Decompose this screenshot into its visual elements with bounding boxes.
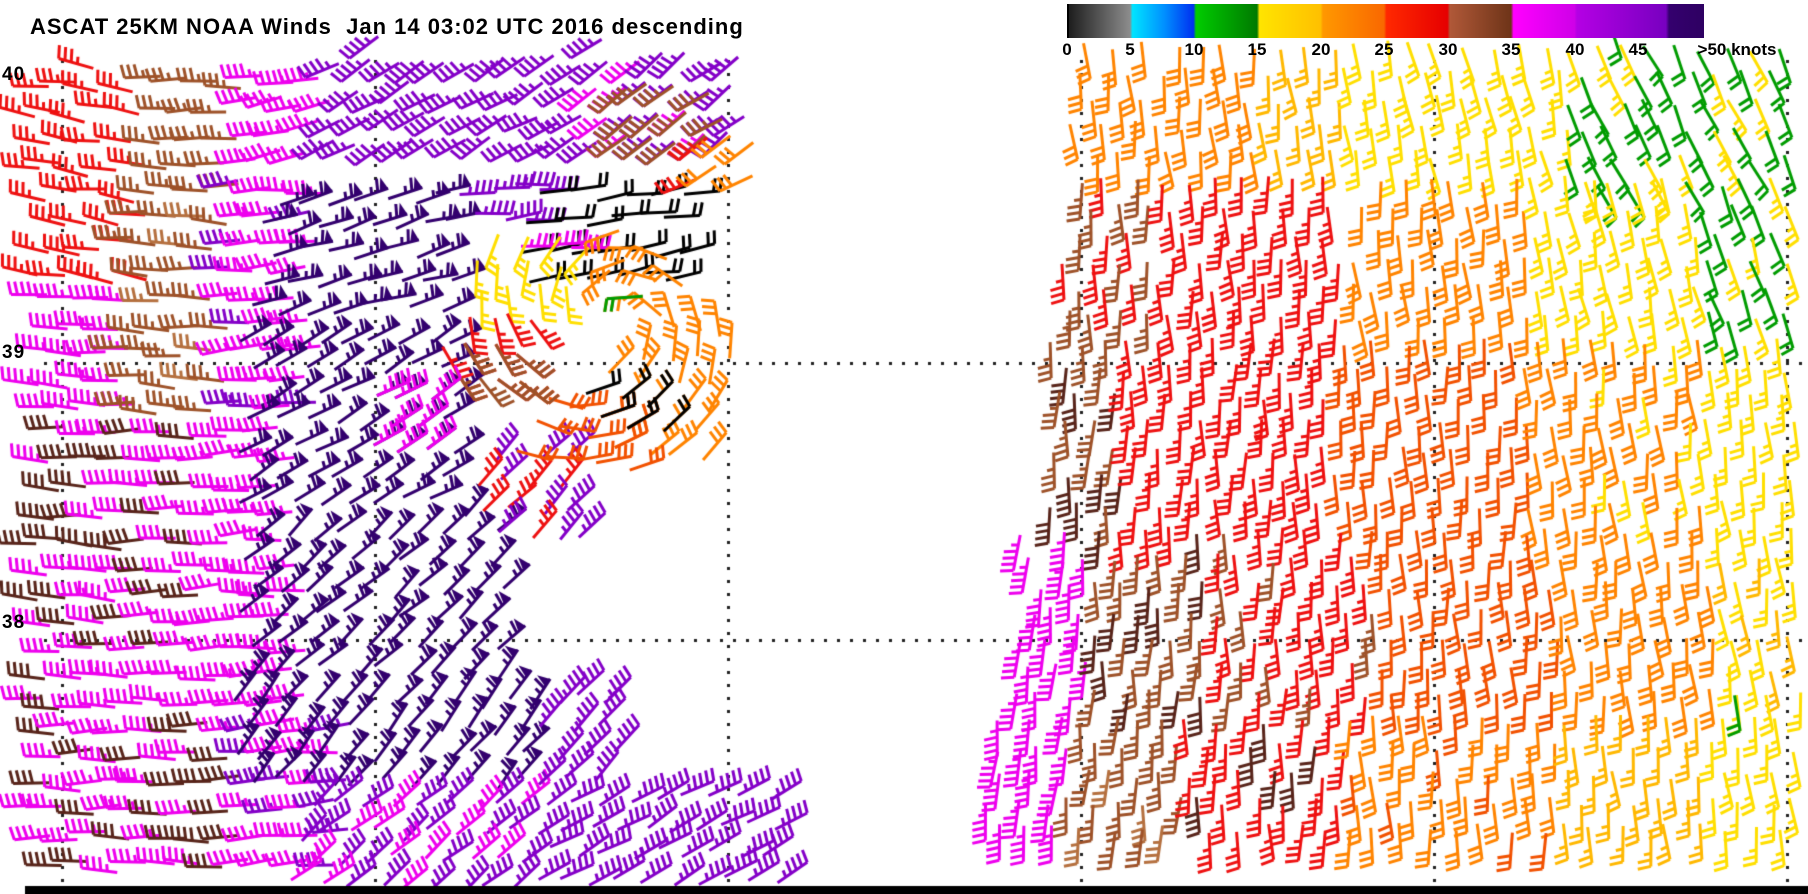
- latitude-label: 40: [2, 64, 26, 85]
- legend-tick-label: >50 knots: [1697, 40, 1777, 59]
- legend-tick-label: 40: [1565, 40, 1585, 59]
- legend-tick-label: 5: [1125, 40, 1135, 59]
- latitude-label: 39: [2, 342, 26, 363]
- chart-title: ASCAT 25KM NOAA Winds Jan 14 03:02 UTC 2…: [30, 14, 744, 39]
- legend-tick-label: 15: [1247, 40, 1267, 59]
- legend-tick-label: 10: [1184, 40, 1204, 59]
- legend-tick-label: 45: [1628, 40, 1648, 59]
- legend-tick-label: 20: [1311, 40, 1331, 59]
- legend-tick-label: 35: [1501, 40, 1521, 59]
- legend-tick-label: 0: [1062, 40, 1072, 59]
- latitude-label: 38: [2, 612, 26, 633]
- legend-tick-label: 30: [1438, 40, 1458, 59]
- wind-speed-legend-bar: [1067, 4, 1704, 38]
- legend-tick-label: 25: [1374, 40, 1394, 59]
- legend-tick-labels: 0 5 10 15 20 25 30 35 40 45 >50 knots: [0, 40, 1808, 59]
